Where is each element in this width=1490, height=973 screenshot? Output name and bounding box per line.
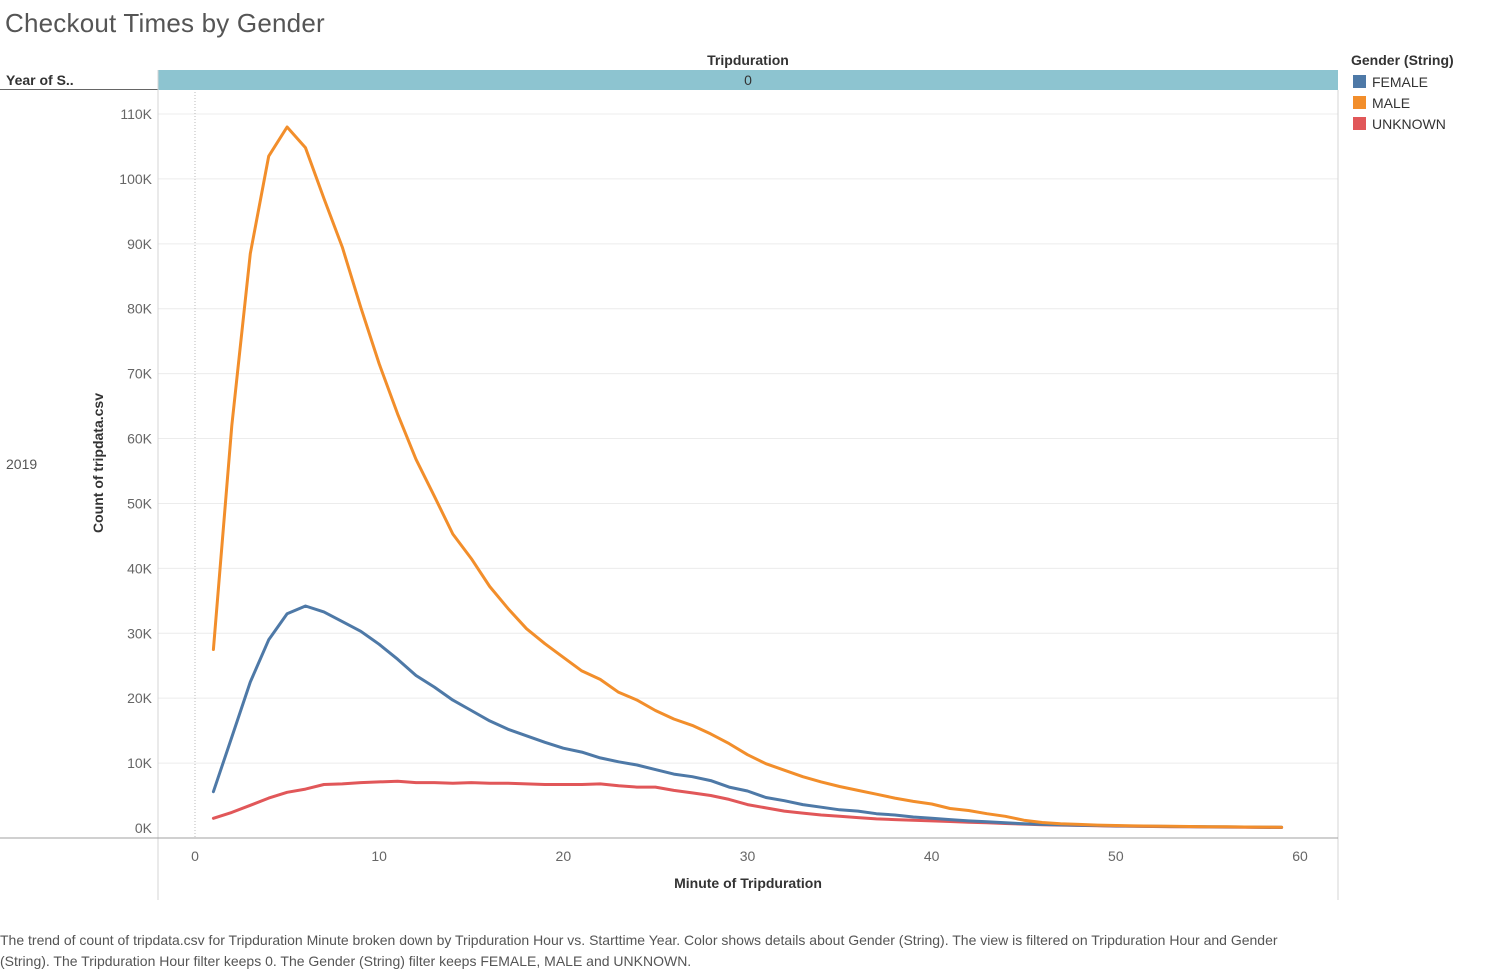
y-tick-label: 10K bbox=[127, 755, 153, 771]
y-tick-label: 90K bbox=[127, 236, 153, 252]
y-tick-label: 0K bbox=[135, 820, 153, 836]
legend-label: MALE bbox=[1372, 94, 1411, 111]
row-value-label: 2019 bbox=[6, 456, 38, 472]
grid-layer bbox=[158, 92, 1338, 838]
legend-item-unknown[interactable]: UNKNOWN bbox=[1351, 113, 1454, 134]
legend-swatch bbox=[1353, 75, 1366, 88]
y-tick-label: 60K bbox=[127, 431, 153, 447]
legend-title[interactable]: Gender (String) bbox=[1351, 52, 1454, 68]
x-tick-label: 30 bbox=[740, 848, 756, 864]
legend-items: FEMALE MALE UNKNOWN bbox=[1351, 71, 1454, 134]
x-tick-label: 60 bbox=[1292, 848, 1308, 864]
legend: Gender (String) FEMALE MALE UNKNOWN bbox=[1351, 52, 1454, 134]
y-tick-label: 20K bbox=[127, 690, 153, 706]
row-header-divider bbox=[0, 89, 158, 90]
chart-title: Checkout Times by Gender bbox=[5, 8, 325, 38]
x-tick-label: 0 bbox=[191, 848, 199, 864]
x-tick-label: 40 bbox=[924, 848, 940, 864]
x-tick-label: 10 bbox=[371, 848, 387, 864]
series-line-female[interactable] bbox=[211, 604, 1284, 829]
y-tick-label: 50K bbox=[127, 495, 153, 511]
x-tick-label: 50 bbox=[1108, 848, 1124, 864]
series-line-male[interactable] bbox=[211, 125, 1284, 829]
legend-label: UNKNOWN bbox=[1372, 115, 1446, 132]
legend-item-male[interactable]: MALE bbox=[1351, 92, 1454, 113]
legend-swatch bbox=[1353, 96, 1366, 109]
legend-swatch bbox=[1353, 117, 1366, 130]
row-header-label[interactable]: Year of S.. bbox=[6, 72, 74, 88]
series-layer bbox=[211, 125, 1284, 829]
y-tick-label: 100K bbox=[119, 171, 152, 187]
x-tick-label: 20 bbox=[556, 848, 572, 864]
chart-caption: The trend of count of tripdata.csv for T… bbox=[0, 932, 1278, 969]
legend-item-female[interactable]: FEMALE bbox=[1351, 71, 1454, 92]
axis-layer: 0K 10K 20K 30K 40K 50K 60K 70K 80K 90K 100K 110K 0 10… bbox=[0, 70, 1339, 900]
series-line-unknown[interactable] bbox=[211, 779, 1284, 829]
x-axis-title: Minute of Tripduration bbox=[674, 875, 822, 891]
y-tick-label: 80K bbox=[127, 301, 153, 317]
y-tick-label: 110K bbox=[120, 106, 152, 122]
y-tick-label: 30K bbox=[127, 625, 153, 641]
column-header-bar: 0 bbox=[158, 70, 1338, 90]
y-tick-label: 70K bbox=[127, 366, 153, 382]
y-tick-label: 40K bbox=[127, 560, 153, 576]
y-axis-title: Count of tripdata.csv bbox=[90, 393, 106, 533]
column-header-label[interactable]: Tripduration bbox=[707, 52, 789, 68]
legend-label: FEMALE bbox=[1372, 73, 1429, 90]
